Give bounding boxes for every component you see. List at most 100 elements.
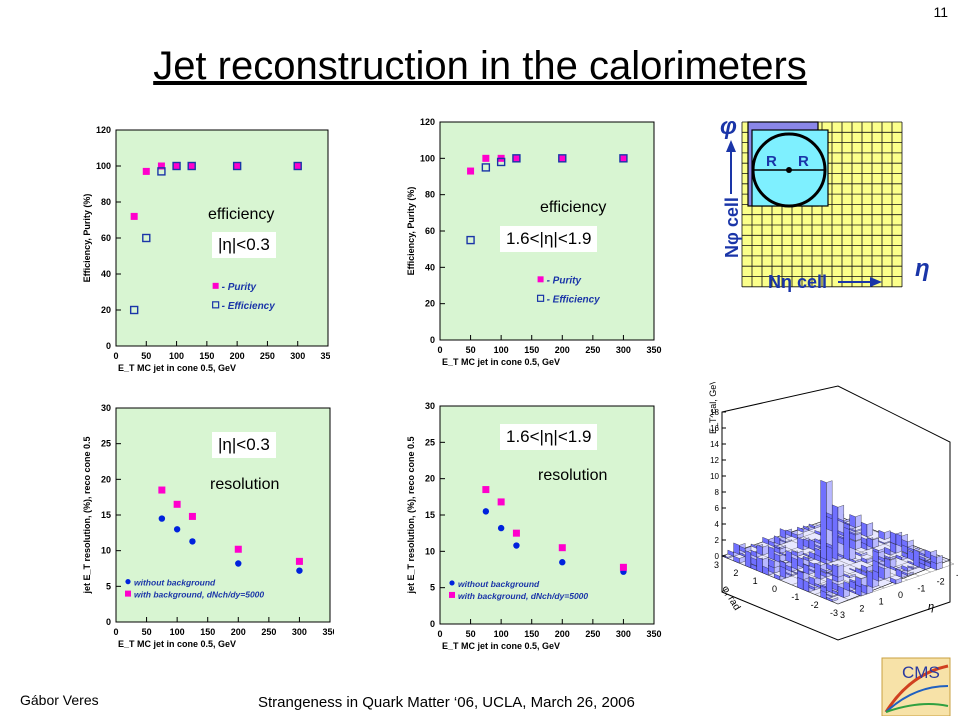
data-point-with-background [482,486,490,494]
x-axis-label: E_T MC jet in cone 0.5, GeV [442,357,560,367]
y-tick-label: 15 [101,510,111,520]
data-point-purity [467,167,475,175]
lego-tower [768,546,775,561]
y-tick-label: 25 [425,437,435,447]
x-tick-label: 300 [290,351,305,361]
lego-tower [832,597,839,602]
lego-tower [907,571,914,576]
legend-marker [449,591,455,598]
x-tick-label: 250 [260,351,275,361]
data-point-efficiency [619,154,628,163]
eta-range-label: |η|<0.3 [212,232,276,258]
x-tick-label: 300 [292,627,307,637]
eta-tick-label: 2 [859,603,864,613]
lego-tower [890,531,897,545]
eta-range-label: |η|<0.3 [212,432,276,458]
lego-z-label: E_T^cal, GeV [708,382,718,434]
y-tick-label: 15 [425,510,435,520]
page-number: 11 [933,4,948,20]
x-axis-label: E_T MC jet in cone 0.5, GeV [118,639,236,649]
z-tick-label: 12 [710,456,719,465]
eta-range-label: 1.6<|η|<1.9 [500,424,598,450]
lego-tower [913,549,920,568]
x-tick-label: 50 [142,627,152,637]
cone-center [786,167,792,173]
data-point-efficiency [172,161,181,171]
y-tick-label: 0 [430,335,435,345]
slide-title: Jet reconstruction in the calorimeters [153,44,807,88]
phi-tick-label: -2 [811,600,819,610]
data-point-efficiency [512,154,521,163]
radius-label: R [798,153,809,170]
lego-tower [884,566,891,580]
lego-tower [907,565,914,572]
data-point-purity [130,212,138,220]
cms-logo-text: CMS [902,663,940,682]
y-tick-label: 20 [425,299,435,309]
radius-label: R [766,153,777,170]
lego-tower [785,539,792,544]
data-point-purity [619,154,627,162]
x-tick-label: 350 [320,351,330,361]
legend-marker [449,580,455,586]
data-point-without-background [559,559,566,566]
lego-phi-ticks: 3 2 1 0 -1 -2 -3 [714,560,838,618]
phi-axis-symbol: φ [720,113,737,140]
legend-label: - Efficiency [547,294,601,305]
x-tick-label: 150 [200,627,215,637]
x-tick-label: 0 [437,629,442,639]
eta-tick-label: 3 [840,610,845,620]
data-point-with-background [497,498,505,506]
lego-tower [936,561,943,571]
lego-tower [895,577,902,585]
lego-z-ticks: 0 2 4 6 8 10 12 14 16 18 [710,408,726,561]
y-axis-label: jet E_T resolution, (%), reco cone 0.5 [82,436,92,594]
data-point-with-background [512,529,520,537]
y-tick-label: 60 [425,226,435,236]
cms-logo-track [884,664,949,713]
lego-tower [745,546,752,553]
data-point-efficiency [157,167,166,176]
lego-tower [878,566,885,580]
data-point-without-background [513,542,520,549]
data-point-efficiency [466,235,475,245]
x-tick-label: 0 [113,627,118,637]
cms-logo-track [885,685,949,713]
lego-tower [843,526,850,561]
z-tick-label: 10 [710,472,719,481]
y-tick-label: 80 [101,197,111,207]
legend-label: with background, dNch/dy=5000 [134,590,264,600]
legend-label: - Efficiency [222,301,276,312]
lego-tower [826,516,833,532]
y-tick-label: 0 [106,341,111,351]
efficiency-label: efficiency [208,206,275,223]
z-tick-label: 4 [715,520,720,529]
data-point-efficiency [142,233,151,243]
chart-efficiency-endcap: 0 50 100 150 200 250 300 350 0 20 40 60 80 100 120 E_T … [406,117,662,367]
lego-tower [866,570,873,588]
eta-tick-label: 0 [898,590,903,600]
efficiency-label: efficiency [540,199,607,216]
y-axis-label: Efficiency, Purity (%) [82,194,92,283]
data-point-purity [294,162,302,170]
y-tick-label: 40 [425,262,435,272]
y-tick-label: 120 [420,117,435,127]
data-point-without-background [235,560,242,567]
lego-tower [872,537,879,549]
data-point-purity [482,154,490,162]
data-point-without-background [173,526,181,533]
lego-tower [890,558,897,569]
x-tick-label: 150 [524,629,539,639]
y-tick-label: 0 [430,619,435,629]
z-tick-label: 0 [715,552,720,561]
lego-tower [797,537,804,551]
x-tick-label: 200 [555,345,570,355]
cone-grid-diagram: R R φ η Nφ cell Nη cell [720,113,930,292]
z-tick-label: 16 [710,424,719,433]
n-phi-cell-label: Nφ cell [722,197,742,258]
x-tick-label: 100 [170,627,185,637]
data-point-with-background [234,545,242,553]
eta-tick-label: -3 [956,570,958,580]
data-point-with-background [188,512,196,520]
